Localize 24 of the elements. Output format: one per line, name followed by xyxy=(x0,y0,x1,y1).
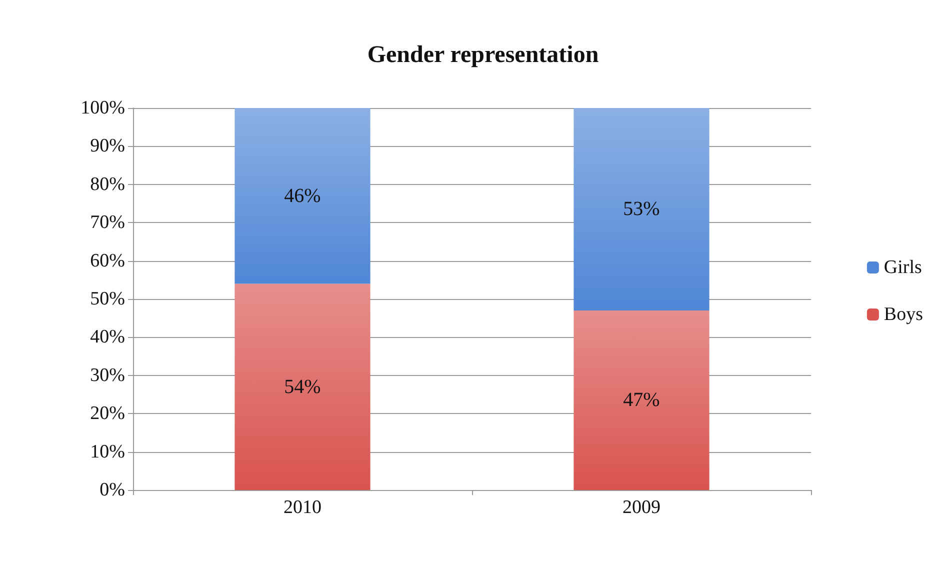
chart-title: Gender representation xyxy=(367,42,599,68)
y-tick-label: 100% xyxy=(80,98,126,118)
x-tick-label: 2010 xyxy=(284,497,322,518)
y-tick-label: 40% xyxy=(90,326,126,348)
data-label: 54% xyxy=(284,376,321,398)
y-tick-label: 80% xyxy=(90,174,126,195)
bar xyxy=(574,310,710,490)
y-tick-label: 20% xyxy=(90,403,126,424)
y-tick-label: 60% xyxy=(90,250,126,272)
bar xyxy=(574,108,710,310)
legend-label: Girls xyxy=(884,257,922,278)
y-tick-label: 10% xyxy=(90,441,126,462)
bar xyxy=(234,284,370,490)
y-tick-label: 30% xyxy=(90,364,126,386)
data-label: 53% xyxy=(623,198,660,220)
y-tick-label: 70% xyxy=(90,212,126,234)
data-label: 46% xyxy=(284,184,321,207)
legend-label: Boys xyxy=(884,304,924,325)
bar xyxy=(234,108,370,284)
y-tick-label: 0% xyxy=(100,480,126,500)
y-tick-label: 90% xyxy=(90,136,126,157)
x-tick-label: 2009 xyxy=(622,497,660,518)
data-label: 47% xyxy=(623,389,660,412)
y-tick-label: 50% xyxy=(90,288,126,310)
